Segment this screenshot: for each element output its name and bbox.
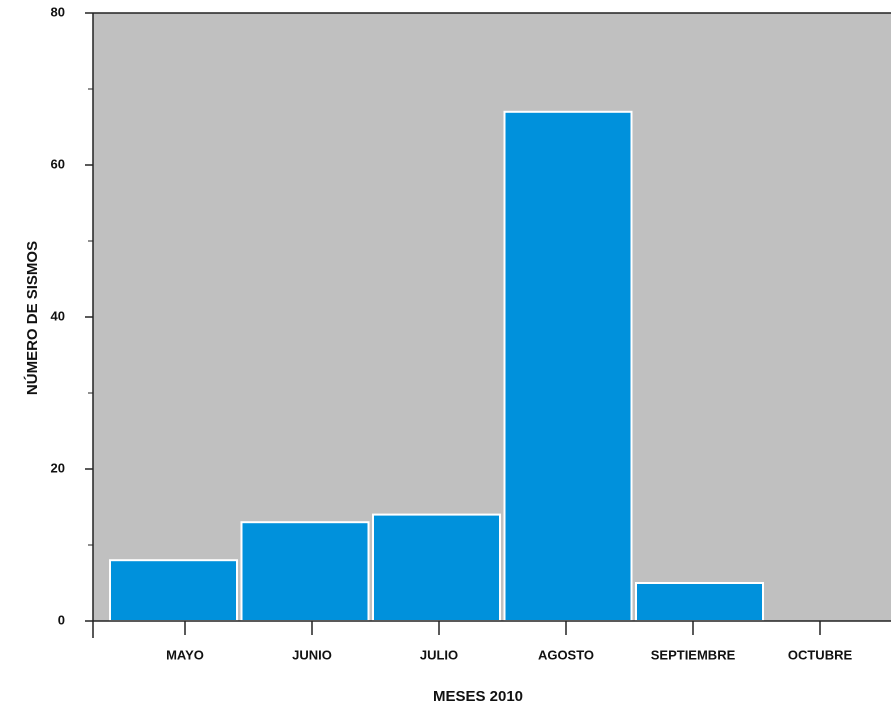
x-axis-title: MESES 2010 [433, 688, 523, 705]
bar [635, 582, 764, 622]
y-tick-label: 60 [51, 156, 65, 171]
x-tick-label: OCTUBRE [788, 647, 853, 662]
bar [503, 110, 633, 623]
x-tick-label: SEPTIEMBRE [651, 647, 736, 662]
y-axis-title: NÚMERO DE SISMOS [23, 241, 41, 395]
x-tick-label: MAYO [166, 647, 204, 662]
y-tick-label: 40 [51, 308, 65, 323]
x-tick-label: AGOSTO [538, 647, 594, 662]
y-tick-label: 0 [58, 612, 65, 627]
y-tick-label: 20 [51, 460, 65, 475]
bar [240, 521, 370, 623]
x-tick-label: JUNIO [292, 647, 332, 662]
bar [109, 559, 238, 623]
x-tick-label: JULIO [420, 647, 458, 662]
bar [372, 513, 501, 622]
y-tick-label: 80 [51, 4, 65, 19]
